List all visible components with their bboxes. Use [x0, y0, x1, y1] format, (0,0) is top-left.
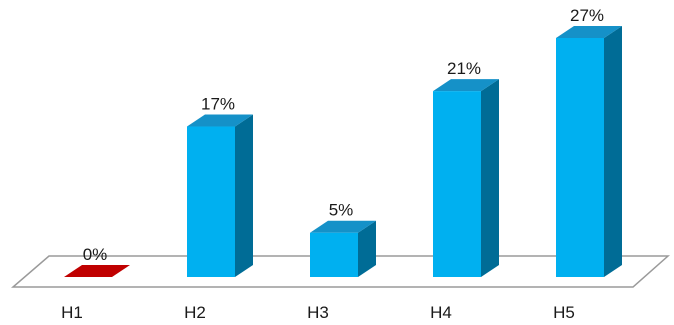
- tick-label-h2: H2: [184, 303, 206, 322]
- tick-label-h3: H3: [307, 303, 329, 322]
- value-label-h1: 0%: [83, 245, 108, 264]
- bar-h2-top: [187, 114, 253, 127]
- bar-h1-plate: [64, 265, 130, 277]
- value-label-h5: 27%: [570, 6, 604, 25]
- bar-h4-side: [481, 79, 499, 277]
- bar-h2: [187, 114, 253, 277]
- tick-label-h5: H5: [553, 303, 575, 322]
- bar-h2-front: [187, 126, 235, 277]
- bars-group: [64, 26, 622, 277]
- bar-h3-front: [310, 232, 358, 277]
- bar-h4: [433, 79, 499, 277]
- bar-h2-side: [235, 114, 253, 277]
- bar-h5-top: [556, 26, 622, 38]
- bar-h3-top: [310, 220, 376, 233]
- bar-h1: [64, 265, 130, 277]
- value-label-h3: 5%: [329, 201, 354, 220]
- bar-h4-front: [433, 91, 481, 277]
- tick-label-h1: H1: [61, 303, 83, 322]
- bar-h5: [556, 26, 622, 277]
- bar-h4-top: [433, 79, 499, 92]
- bar-h3: [310, 220, 376, 277]
- labels-group: 0% H1 17% H2 5% H3 21% H4 27% H5: [61, 6, 604, 322]
- value-label-h4: 21%: [447, 59, 481, 78]
- bar-h5-front: [556, 38, 604, 277]
- bar-h3-side: [358, 220, 376, 277]
- value-label-h2: 17%: [201, 95, 235, 114]
- tick-label-h4: H4: [430, 303, 452, 322]
- bar-h5-side: [604, 26, 622, 277]
